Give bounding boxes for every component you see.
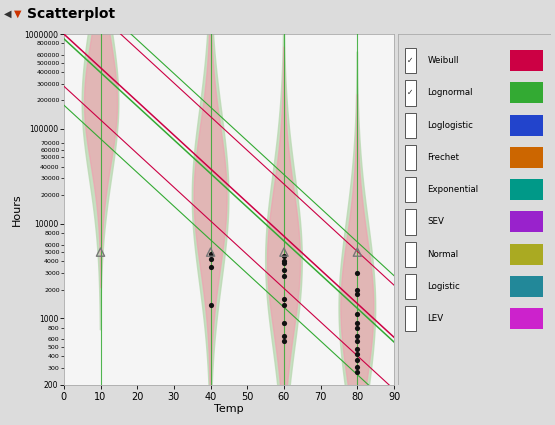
Bar: [510, 211, 543, 232]
Text: Loglogistic: Loglogistic: [427, 121, 473, 130]
Point: [353, 291, 362, 298]
Point: [280, 296, 289, 303]
Bar: [510, 276, 543, 297]
Text: Weibull: Weibull: [427, 56, 459, 65]
Text: ◀: ◀: [4, 9, 12, 19]
Bar: [405, 177, 416, 202]
Point: [280, 337, 289, 344]
Bar: [405, 210, 416, 235]
Bar: [405, 80, 416, 105]
Bar: [510, 115, 543, 136]
Text: Exponential: Exponential: [427, 185, 478, 194]
Point: [353, 333, 362, 340]
Bar: [405, 306, 416, 332]
Point: [206, 249, 215, 255]
Point: [280, 249, 289, 255]
Bar: [510, 244, 543, 265]
Point: [353, 337, 362, 344]
Bar: [510, 179, 543, 200]
Text: Lognormal: Lognormal: [427, 88, 473, 97]
Bar: [405, 113, 416, 138]
Point: [280, 272, 289, 279]
Text: LEV: LEV: [427, 314, 443, 323]
Bar: [510, 50, 543, 71]
Point: [280, 319, 289, 326]
Text: SEV: SEV: [427, 218, 445, 227]
Point: [353, 351, 362, 357]
Point: [353, 286, 362, 293]
Text: ✓: ✓: [407, 88, 413, 97]
Point: [206, 256, 215, 263]
Point: [353, 311, 362, 318]
Text: Frechet: Frechet: [427, 153, 460, 162]
Bar: [510, 147, 543, 168]
Point: [206, 264, 215, 270]
Point: [280, 333, 289, 340]
Text: Normal: Normal: [427, 250, 458, 259]
Point: [353, 357, 362, 364]
X-axis label: Temp: Temp: [214, 404, 244, 414]
Bar: [405, 48, 416, 73]
Point: [353, 319, 362, 326]
Point: [280, 301, 289, 308]
Y-axis label: Hours: Hours: [12, 193, 22, 226]
Point: [353, 363, 362, 370]
Point: [353, 369, 362, 376]
Text: Scatterplot: Scatterplot: [27, 7, 115, 21]
Point: [280, 253, 289, 260]
Point: [353, 324, 362, 331]
Text: ✓: ✓: [407, 56, 413, 65]
Bar: [510, 308, 543, 329]
Point: [280, 260, 289, 267]
Point: [353, 270, 362, 277]
Point: [280, 258, 289, 265]
Point: [353, 345, 362, 352]
Point: [206, 301, 215, 308]
Text: Logistic: Logistic: [427, 282, 460, 291]
Text: ▼: ▼: [14, 9, 22, 19]
Bar: [405, 241, 416, 267]
Point: [206, 250, 215, 257]
Bar: [405, 274, 416, 299]
Bar: [405, 145, 416, 170]
Point: [96, 249, 105, 255]
Point: [280, 267, 289, 274]
Bar: [510, 82, 543, 103]
Point: [353, 249, 362, 255]
